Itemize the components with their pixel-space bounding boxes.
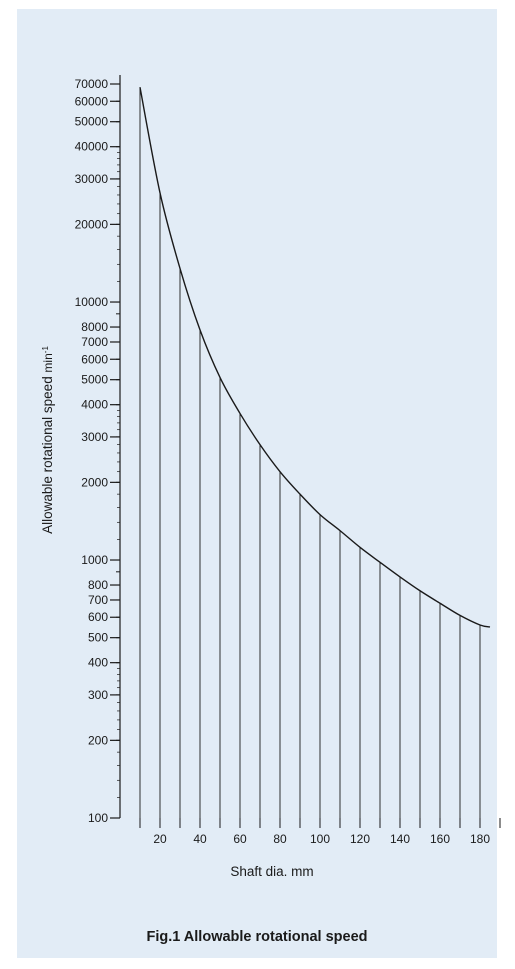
speed-curve-line	[139, 87, 491, 628]
y-tick-label: 300	[88, 688, 108, 702]
y-tick-label: 2000	[81, 475, 108, 489]
y-tick-label: 7000	[81, 335, 108, 349]
x-tick-label: 20	[153, 832, 167, 846]
y-tick-label: 800	[88, 578, 108, 592]
x-tick-label: 80	[273, 832, 287, 846]
x-tick-label: 120	[350, 832, 370, 846]
y-tick-label: 100	[88, 811, 108, 825]
x-tick-label: 140	[390, 832, 410, 846]
y-tick-label: 200	[88, 733, 108, 747]
y-tick-label: 70000	[75, 77, 109, 91]
y-tick-label: 6000	[81, 352, 108, 366]
y-tick-label: 8000	[81, 320, 108, 334]
y-tick-label: 600	[88, 610, 108, 624]
y-tick-label: 40000	[75, 140, 109, 154]
y-tick-label: 50000	[75, 115, 109, 129]
y-tick-label: 20000	[75, 217, 109, 231]
y-tick-label: 60000	[75, 94, 109, 108]
y-tick-label: 10000	[75, 295, 109, 309]
figure-panel	[17, 9, 497, 958]
x-tick-label: 160	[430, 832, 450, 846]
y-tick-label: 5000	[81, 373, 108, 387]
y-tick-label: 500	[88, 631, 108, 645]
y-tick-label: 4000	[81, 398, 108, 412]
figure-caption: Fig.1 Allowable rotational speed	[146, 929, 368, 945]
y-axis-title: Allowable rotational speed min-1	[40, 346, 55, 534]
y-tick-label: 700	[88, 593, 108, 607]
x-tick-label: 60	[233, 832, 247, 846]
y-tick-label: 400	[88, 656, 108, 670]
y-tick-label: 3000	[81, 430, 108, 444]
x-tick-label: 40	[193, 832, 207, 846]
y-tick-label: 30000	[75, 172, 109, 186]
x-tick-label: 100	[310, 832, 330, 846]
y-tick-label: 1000	[81, 553, 108, 567]
x-tick-label: 180	[470, 832, 490, 846]
x-axis-title: Shaft dia. mm	[230, 864, 313, 879]
